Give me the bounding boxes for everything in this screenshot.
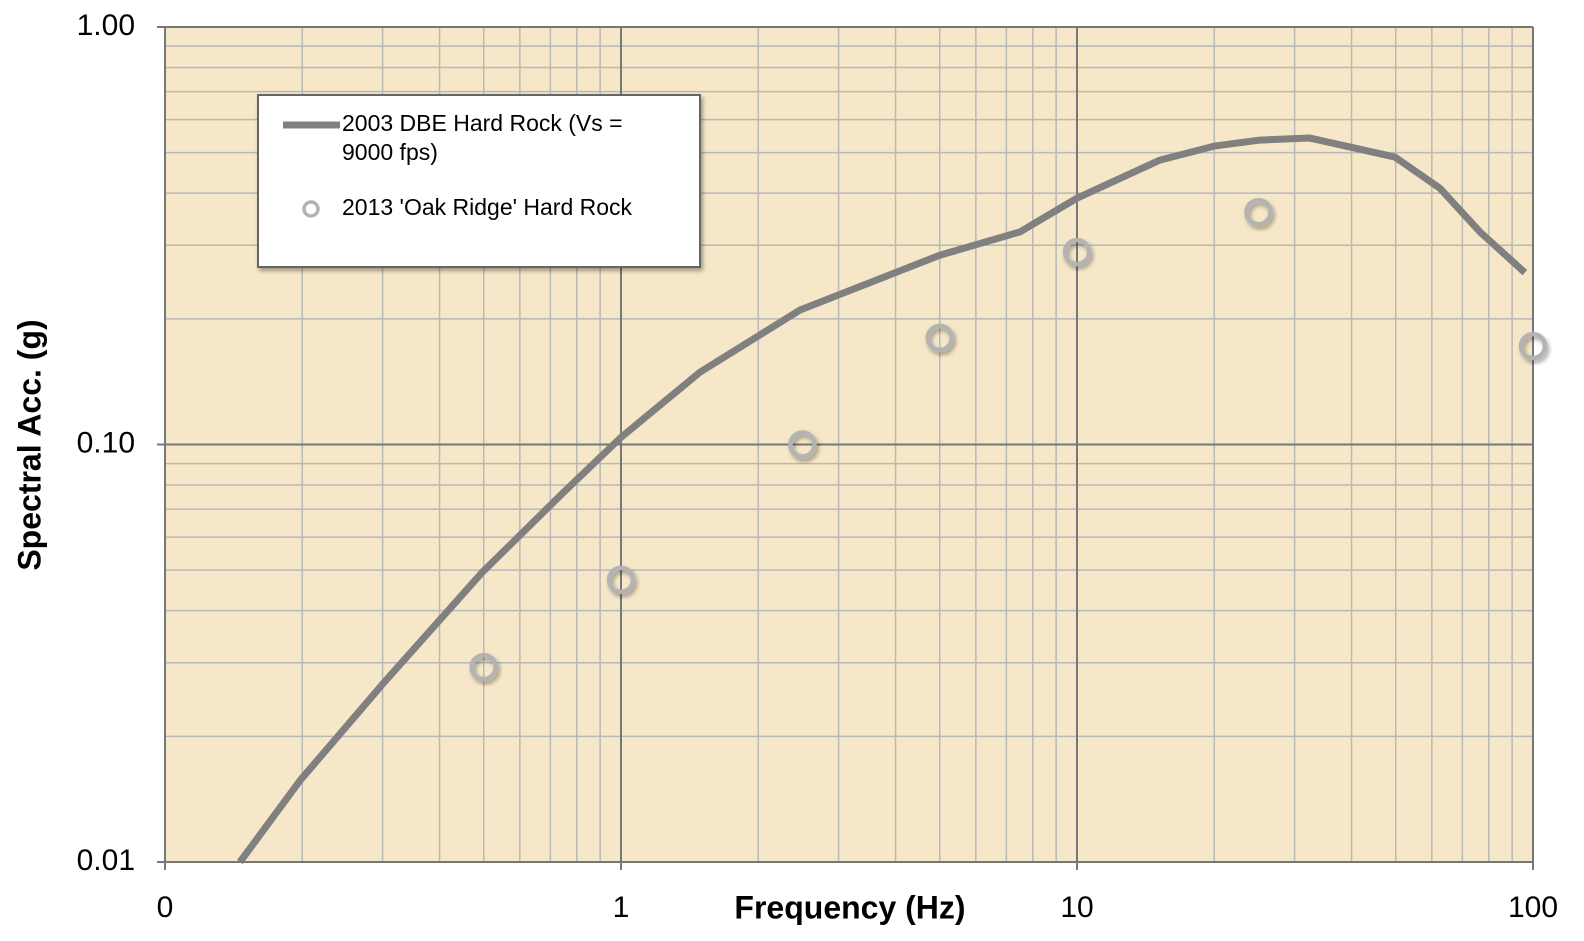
series-line	[237, 134, 1528, 865]
scatter-point	[1062, 237, 1092, 267]
scatter-point	[1244, 197, 1273, 227]
y-tick-label: 0.10	[77, 426, 135, 459]
scatter-point	[606, 565, 636, 595]
legend-label-line: 9000 fps)	[342, 139, 438, 165]
marks	[237, 134, 1548, 865]
scatter-point	[469, 652, 498, 682]
x-tick-label: 0	[157, 891, 174, 924]
legend-label: 2013 'Oak Ridge' Hard Rock	[342, 194, 633, 220]
scatter-point	[788, 430, 817, 459]
ticks: 0 1 10 100 0.01 0.10 1.00	[77, 9, 1558, 924]
y-axis-title: Spectral Acc. (g)	[11, 319, 47, 570]
scatter-point	[1518, 331, 1548, 361]
legend-label: 2003 DBE Hard Rock (Vs = 9000 fps)	[342, 110, 623, 165]
x-tick-label: 100	[1508, 891, 1558, 924]
scatter-point	[925, 323, 954, 353]
x-tick-label: 1	[613, 891, 630, 924]
y-tick-label: 0.01	[77, 844, 135, 877]
x-tick-label: 10	[1060, 891, 1093, 924]
legend-swatch	[302, 200, 320, 218]
y-tick-label: 1.00	[77, 9, 135, 42]
legend: 2003 DBE Hard Rock (Vs = 9000 fps) 2013 'O…	[257, 94, 701, 268]
legend-label-line: 2003 DBE Hard Rock (Vs =	[342, 110, 623, 136]
x-axis-title: Frequency (Hz)	[734, 889, 965, 925]
